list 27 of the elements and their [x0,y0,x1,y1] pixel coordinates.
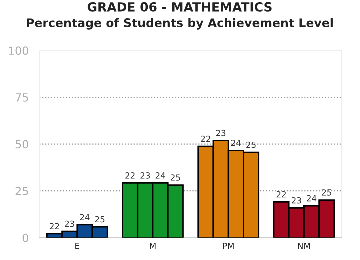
text: 23 [140,172,150,179]
x-tick-label: E [76,243,80,250]
series-label: 23 [65,220,74,228]
text: 24 [307,195,317,202]
text: 22 [276,191,286,198]
series-label: 24 [231,140,241,146]
y-tick-label: 0 [22,234,28,242]
text: 24 [156,172,166,179]
text: 24 [80,214,90,220]
x-tick-label: M [150,243,156,250]
y-tick-label: 75 [16,94,28,102]
chart-title: GRADE 06 - MATHEMATICS [88,2,272,12]
x-tick-label: PM [223,243,234,250]
text: 22 [201,136,210,142]
text: 23 [292,197,302,204]
series-label: 22 [50,223,60,230]
text: 25 [246,142,256,148]
series-label: 25 [95,216,105,223]
text: 23 [216,130,226,136]
chart-subtitle: Percentage of Students by Achievement Level [27,18,333,30]
text: 22 [126,172,135,179]
y-tick-label: 25 [16,187,28,196]
y-tick-label: 50 [16,140,28,149]
text: 25 [322,190,332,196]
x-tick-label: NM [298,243,310,250]
y-tick-label: 100 [9,46,28,56]
text: 25 [170,174,180,181]
